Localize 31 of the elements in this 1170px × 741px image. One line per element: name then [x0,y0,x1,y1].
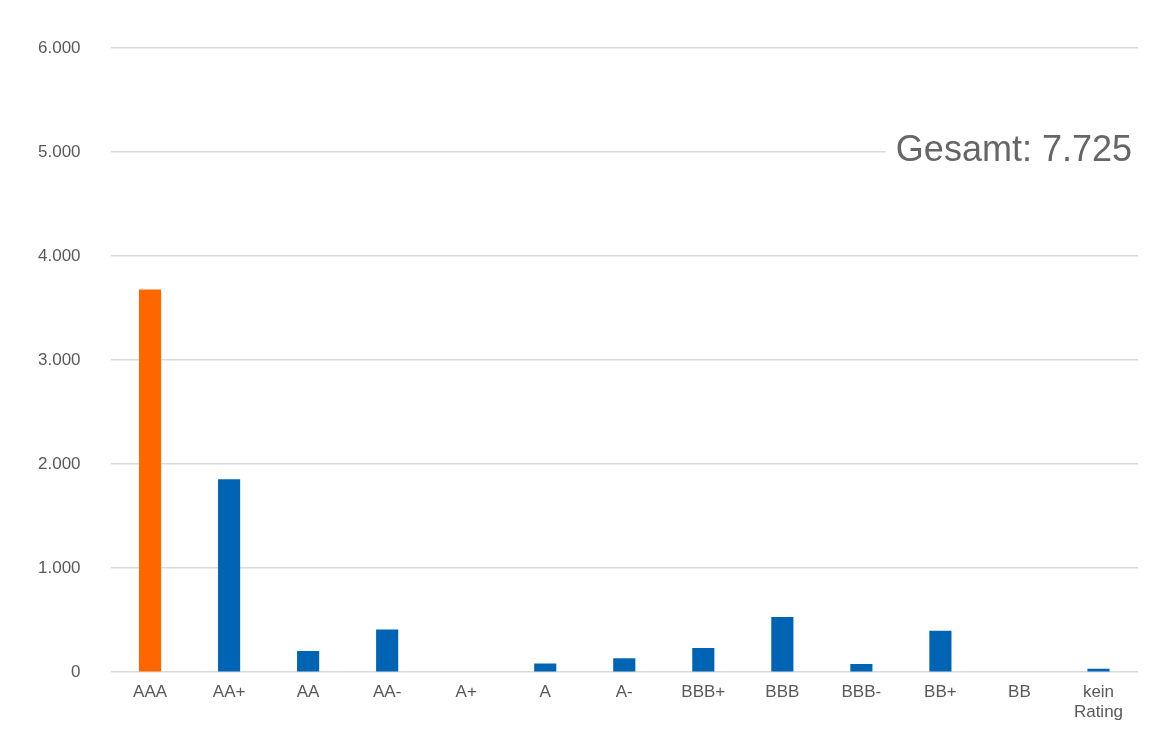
y-tick-label: 0 [71,661,81,681]
bar [850,663,873,672]
x-tick-label: BB+ [924,682,957,702]
y-tick-label: 3.000 [37,349,81,369]
y-tick-label: 6.000 [37,37,81,57]
x-tick-label: A [539,682,552,702]
bar [297,650,320,672]
y-tick-label: 5.000 [37,141,81,161]
y-tick-label: 4.000 [37,245,81,265]
x-tick-label: AA- [372,682,402,702]
bar [613,658,636,672]
x-tick-label: A+ [455,682,477,702]
bar [218,479,241,672]
x-tick-label: kein Rating [1073,682,1124,722]
annotation: Gesamt: 7.725 [895,128,1132,170]
x-tick-label: AAA [133,682,168,702]
x-tick-label: AA [296,682,321,702]
bar [929,630,952,672]
bar [376,629,399,672]
bar [692,647,715,672]
x-tick-label: AA+ [212,682,246,702]
y-tick-label: 1.000 [37,557,81,577]
x-tick-label: BB [1008,682,1031,702]
y-tick-label: 2.000 [37,453,81,473]
x-tick-label: BBB- [841,682,882,702]
x-tick-label: BBB+ [681,682,726,702]
x-tick-label: A- [615,682,633,702]
bar [534,663,557,672]
x-tick-label: BBB [765,682,800,702]
bar [138,289,162,672]
bar [771,616,794,672]
